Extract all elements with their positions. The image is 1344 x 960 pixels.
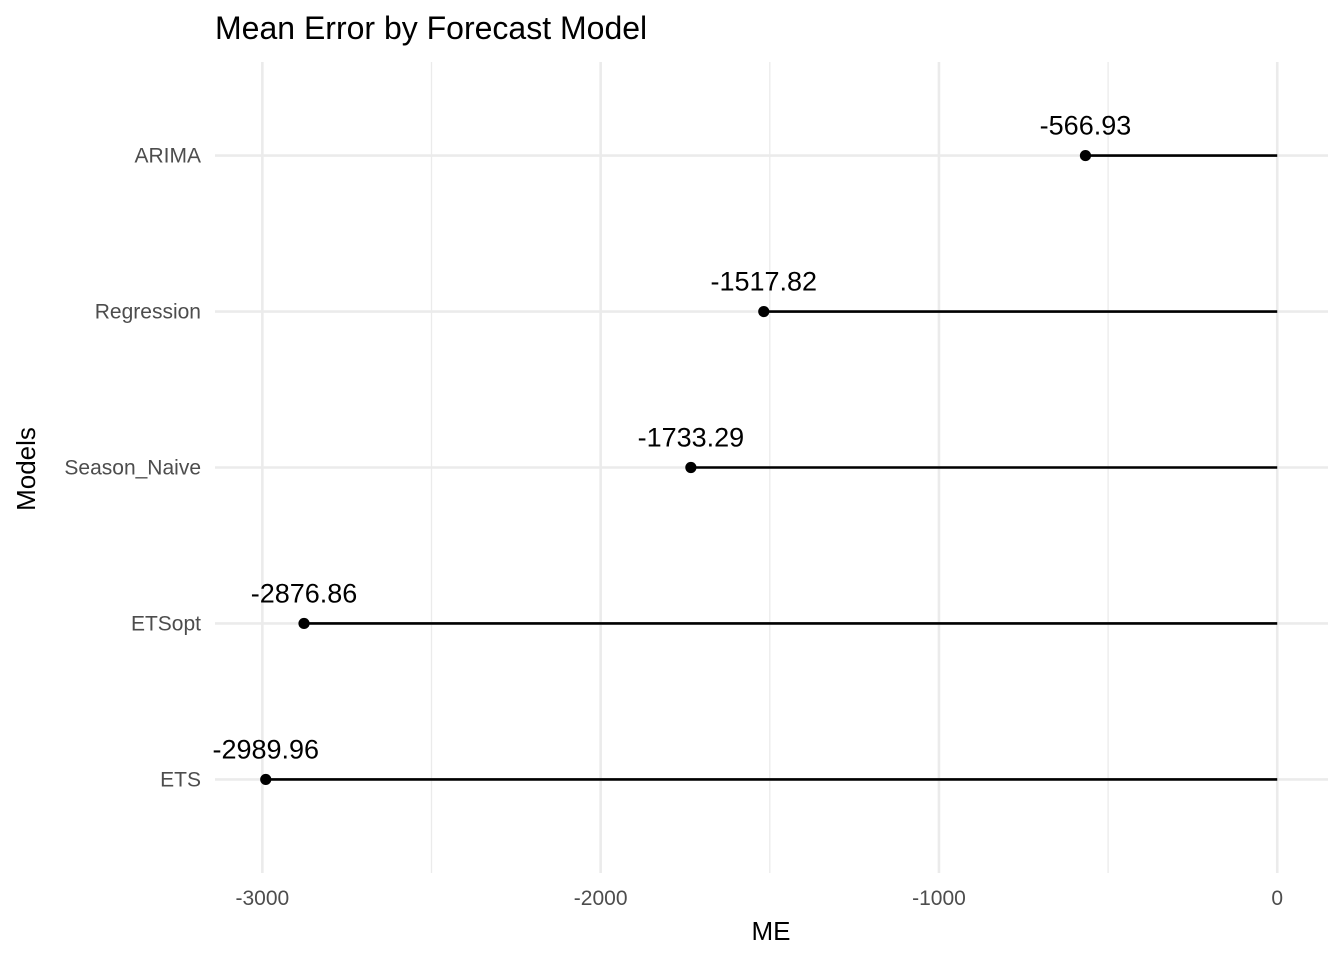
y-tick-label: ARIMA xyxy=(134,145,201,168)
y-axis-ticks: ARIMA Regression Season_Naive ETSopt ETS xyxy=(64,145,201,792)
y-tick-label: ETS xyxy=(160,768,201,791)
x-tick-label: 0 xyxy=(1271,887,1283,910)
lollipop-point xyxy=(685,461,697,474)
plot-marks xyxy=(260,149,1278,786)
x-axis-ticks: -3000 -2000 -1000 0 xyxy=(236,887,1284,910)
x-axis-title: ME xyxy=(752,916,791,946)
y-axis-title: Models xyxy=(11,427,41,511)
y-tick-label: ETSopt xyxy=(131,612,201,635)
data-labels: -566.93 -1517.82 -1733.29 -2876.86 -2989.96 xyxy=(212,111,1131,765)
y-tick-label: Season_Naive xyxy=(64,457,201,480)
lollipop-point xyxy=(1079,149,1092,162)
lollipop-point xyxy=(758,305,770,318)
value-label: -2989.96 xyxy=(212,734,319,764)
x-tick-label: -3000 xyxy=(236,887,290,910)
value-label: -1517.82 xyxy=(710,267,817,297)
chart-title: Mean Error by Forecast Model xyxy=(215,10,647,46)
value-label: -566.93 xyxy=(1040,111,1132,141)
lollipop-point xyxy=(260,773,272,786)
x-tick-label: -2000 xyxy=(574,887,628,910)
y-tick-label: Regression xyxy=(95,301,201,324)
value-label: -1733.29 xyxy=(638,423,745,453)
lollipop-point xyxy=(298,617,310,630)
x-tick-label: -1000 xyxy=(912,887,966,910)
value-label: -2876.86 xyxy=(251,578,358,608)
